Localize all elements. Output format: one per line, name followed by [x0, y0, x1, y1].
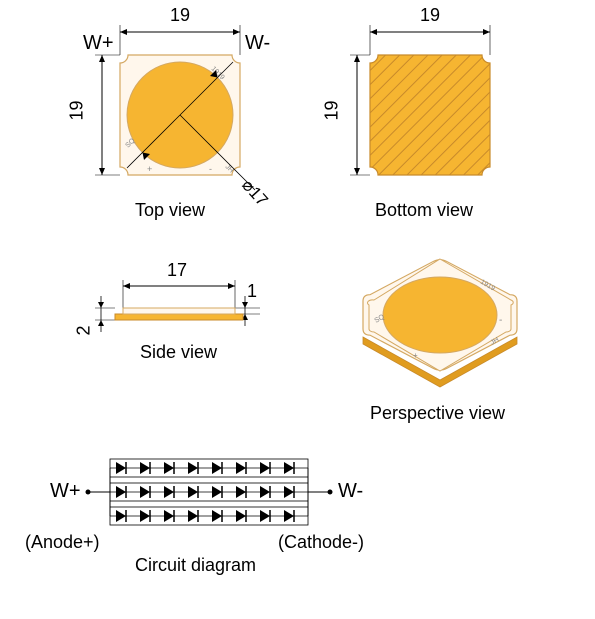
- dim-top-width: 19: [160, 5, 200, 26]
- circuit-svg: [60, 450, 360, 540]
- perspective-view-block: 1919 SQ JH + - Perspective view: [340, 245, 560, 435]
- svg-text:-: -: [209, 164, 212, 174]
- dim-thickness-2: 2: [74, 325, 95, 335]
- bottom-view-svg: [340, 15, 530, 195]
- circuit-cathode: (Cathode-): [278, 532, 364, 553]
- perspective-svg: 1919 SQ JH + -: [340, 245, 550, 410]
- circuit-anode: (Anode+): [25, 532, 100, 553]
- label-w-plus: W+: [83, 32, 114, 55]
- dim-top-height: 19: [67, 91, 88, 131]
- caption-bottom-view: Bottom view: [375, 200, 473, 221]
- svg-text:+: +: [147, 164, 152, 174]
- svg-text:+: +: [413, 351, 418, 360]
- dim-side-width: 17: [157, 260, 197, 281]
- caption-top-view: Top view: [135, 200, 205, 221]
- top-view-block: 19 19 W+ W- 1919 SQ JH +: [85, 15, 285, 225]
- circuit-block: W+ W- (Anode+) (Cathode-) Circuit diagra…: [60, 450, 420, 600]
- datasheet-figure: 19 19 W+ W- 1919 SQ JH +: [0, 0, 595, 619]
- dim-bottom-width: 19: [410, 5, 450, 26]
- dim-bottom-height: 19: [322, 91, 343, 131]
- side-view-block: 17 1 2 Side view: [95, 270, 295, 370]
- svg-text:-: -: [499, 315, 502, 326]
- label-w-minus: W-: [245, 32, 270, 55]
- dim-thickness-1: 1: [247, 281, 257, 302]
- caption-side-view: Side view: [140, 342, 217, 363]
- circuit-w-minus: W-: [338, 480, 363, 503]
- bottom-view-block: 19 19 Bottom view: [340, 15, 540, 225]
- circuit-w-plus: W+: [50, 480, 81, 503]
- caption-circuit: Circuit diagram: [135, 555, 256, 576]
- caption-perspective-view: Perspective view: [370, 403, 505, 424]
